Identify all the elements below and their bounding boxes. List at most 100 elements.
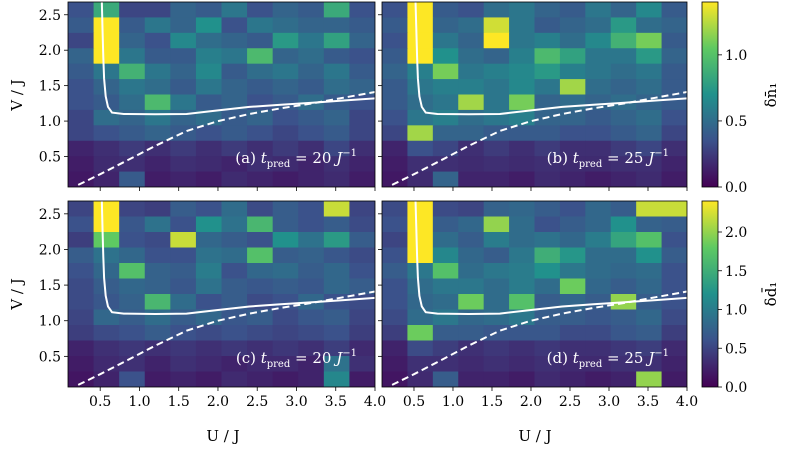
heatmap-cell [610, 216, 637, 233]
heatmap-cell [509, 140, 536, 157]
heatmap-cell [432, 125, 459, 142]
heatmap-cell [221, 371, 248, 387]
heatmap-cell [458, 94, 485, 111]
heatmap-cell [509, 232, 536, 249]
heatmap-cell [610, 32, 637, 49]
heatmap-cell [170, 294, 197, 311]
heatmap-cell [93, 79, 120, 96]
heatmap-cell [221, 156, 248, 173]
heatmap-cell [382, 340, 409, 357]
heatmap-cell [221, 140, 248, 157]
heatmap-cell [483, 171, 510, 187]
heatmap-cell [298, 309, 325, 326]
heatmap-cell [432, 79, 459, 96]
heatmap-cell [272, 48, 299, 65]
x-tick-label: 3.0 [598, 394, 620, 410]
heatmap-cell [119, 263, 146, 280]
heatmap-cell [432, 232, 459, 249]
heatmap-cell [119, 232, 146, 249]
heatmap-cell [534, 201, 561, 218]
heatmap-cell [247, 17, 274, 34]
heatmap-cell [382, 79, 409, 96]
heatmap-cell [68, 125, 95, 142]
colorbar-tick-label: 0.0 [725, 380, 747, 396]
heatmap-cell [93, 340, 120, 357]
heatmap-cell [298, 48, 325, 65]
heatmap-cell [534, 263, 561, 280]
heatmap-cell [636, 17, 663, 34]
heatmap-cell [585, 371, 612, 387]
colorbar-tick-label: 0.5 [725, 114, 747, 130]
heatmap-cell [509, 156, 536, 173]
y-tick-label: 1.0 [39, 114, 61, 130]
heatmap-cell [407, 125, 434, 142]
heatmap-cell [221, 17, 248, 34]
heatmap-cell [585, 232, 612, 249]
heatmap-cell [68, 232, 95, 249]
heatmap-cell [458, 278, 485, 295]
heatmap-cell [119, 356, 146, 373]
heatmap-cell [323, 325, 351, 342]
heatmap-cell [247, 309, 274, 326]
heatmap-cell [323, 216, 351, 233]
heatmap-cell [298, 278, 325, 295]
heatmap-cell [144, 156, 171, 173]
heatmap-cell [636, 278, 663, 295]
heatmap-cell [323, 63, 351, 80]
heatmap-cell [661, 232, 687, 249]
heatmap-cell [119, 294, 146, 311]
x-tick-label: 1.5 [168, 394, 190, 410]
heatmap-cell [93, 309, 120, 326]
y-tick-label: 2.0 [39, 43, 61, 59]
heatmap-cell [221, 63, 248, 80]
heatmap-cell [247, 263, 274, 280]
heatmap-cell [349, 340, 375, 357]
heatmap-cell [349, 371, 375, 387]
heatmap-cell [68, 356, 95, 373]
heatmap-cell [93, 109, 120, 126]
heatmap-cell [458, 48, 485, 65]
heatmap-cell [432, 278, 459, 295]
heatmap-cell [610, 125, 637, 142]
heatmap-cell [458, 340, 485, 357]
x-tick-label: 4.0 [364, 394, 386, 410]
heatmap-cell [93, 263, 120, 280]
heatmap-cell [195, 216, 223, 233]
heatmap-cell [432, 17, 459, 34]
heatmap-cell [195, 325, 223, 342]
heatmap-cell [432, 247, 459, 264]
heatmap-cell [636, 32, 663, 49]
heatmap-cell [509, 63, 536, 80]
heatmap-cell [407, 247, 434, 264]
heatmap-cell [119, 201, 146, 218]
heatmap-cell [349, 125, 375, 142]
heatmap-cell [483, 17, 510, 34]
colorbar-tick-label: 0.0 [725, 180, 747, 196]
heatmap-cell [119, 171, 146, 187]
y-tick-label: 0.5 [39, 150, 61, 166]
heatmap-cell [195, 356, 223, 373]
heatmap-cell [144, 140, 171, 157]
heatmap-cell [144, 109, 171, 126]
heatmap-cell [93, 63, 120, 80]
heatmap-cell [458, 309, 485, 326]
heatmap-cell [559, 125, 586, 142]
heatmap-cell [610, 2, 637, 19]
heatmap-cell [272, 325, 299, 342]
heatmap-cell [458, 325, 485, 342]
heatmap-cell [585, 247, 612, 264]
heatmap-cell [144, 171, 171, 187]
heatmap-cell [407, 140, 434, 157]
heatmap-cell [323, 232, 351, 249]
heatmap-cell [170, 17, 197, 34]
heatmap-cell [407, 340, 434, 357]
heatmap-cell [144, 216, 171, 233]
heatmap-cell [559, 263, 586, 280]
panel-label: (a) tpred = 20 J−1 [235, 148, 357, 170]
heatmap-cell [458, 356, 485, 373]
heatmap-cell [509, 325, 536, 342]
colorbar-tick-label: 1.0 [725, 303, 747, 319]
heatmap-cell [68, 140, 95, 157]
heatmap-cell [195, 17, 223, 34]
heatmap-cell [144, 94, 171, 111]
